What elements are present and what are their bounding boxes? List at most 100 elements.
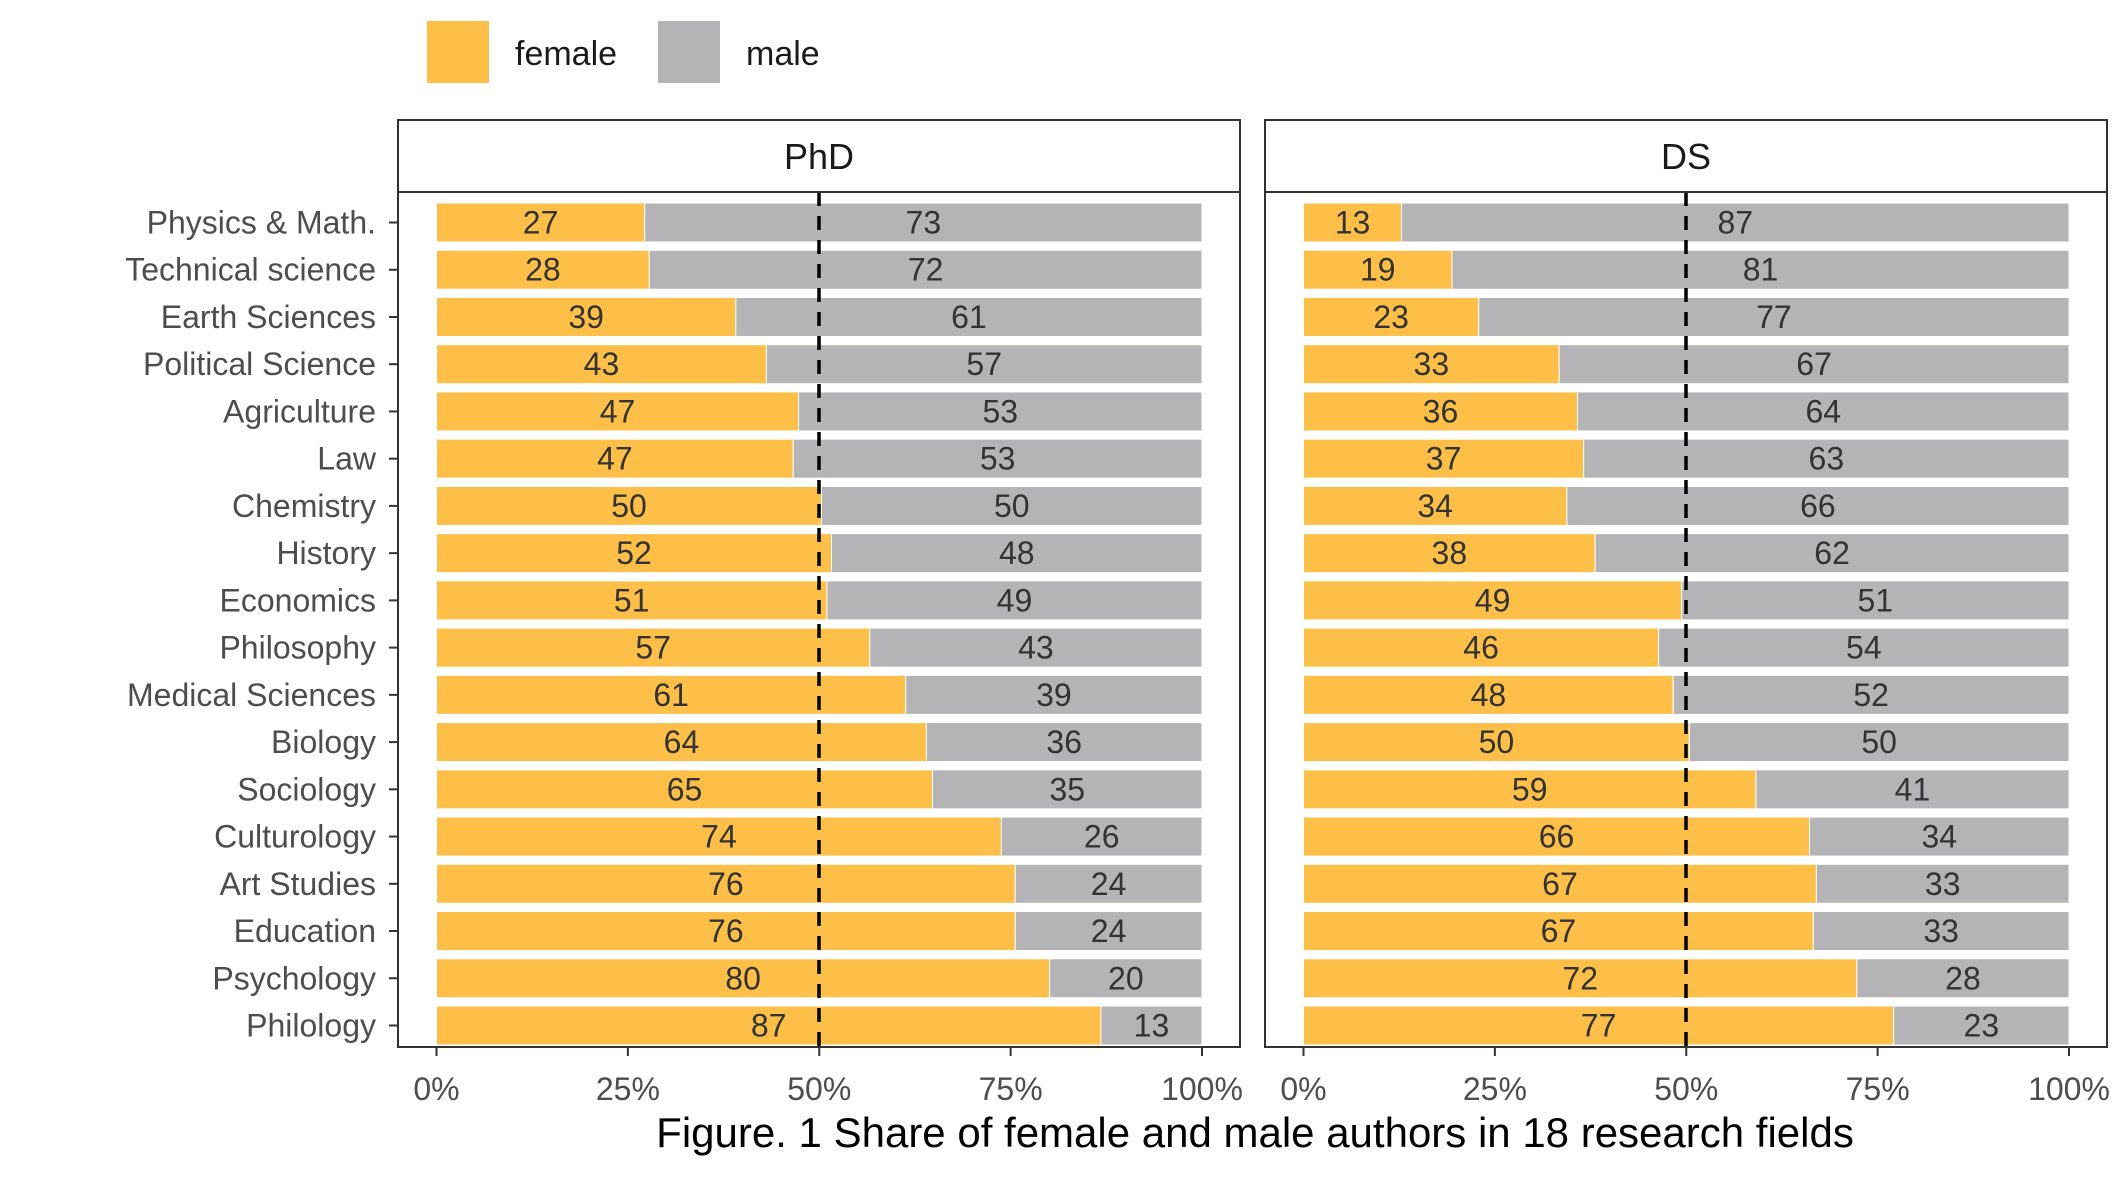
label-female-phd-philology: 87 xyxy=(751,1008,787,1044)
label-male-ds-technical-science: 81 xyxy=(1743,252,1779,288)
bar-male-ds-education xyxy=(1812,911,2070,952)
x-axis-ds: 0% 25% 50% 75% 100% xyxy=(1280,1047,2110,1107)
label-female-phd-medical-sciences: 61 xyxy=(653,677,689,713)
label-female-phd-economics: 51 xyxy=(614,582,650,618)
bar-female-ds-education xyxy=(1303,911,1814,952)
y-tick-label-chemistry: Chemistry xyxy=(232,488,376,524)
x-tick-label-ds-1: 25% xyxy=(1463,1071,1527,1107)
strip-phd xyxy=(397,119,1241,193)
y-tick-label-physics-math: Physics & Math. xyxy=(147,205,376,241)
legend-key-male xyxy=(658,21,720,83)
label-female-phd-chemistry: 50 xyxy=(611,488,647,524)
y-tick-label-culturology: Culturology xyxy=(214,819,376,855)
x-tick-label-phd-4: 100% xyxy=(1161,1071,1243,1107)
label-male-phd-economics: 49 xyxy=(997,582,1033,618)
label-male-ds-earth-sciences: 77 xyxy=(1756,299,1792,335)
y-tick-label-agriculture: Agriculture xyxy=(223,393,376,429)
label-female-ds-medical-sciences: 48 xyxy=(1471,677,1507,713)
bar-female-ds-art-studies xyxy=(1303,863,1817,904)
bar-female-phd-history xyxy=(436,533,832,574)
label-male-phd-sociology: 35 xyxy=(1049,771,1085,807)
label-male-phd-art-studies: 24 xyxy=(1091,866,1127,902)
y-tick-label-history: History xyxy=(276,535,376,571)
bar-female-phd-chemistry xyxy=(436,485,823,526)
x-tick-label-phd-1: 25% xyxy=(596,1071,660,1107)
label-male-ds-law: 63 xyxy=(1809,441,1845,477)
legend-key-female xyxy=(427,21,489,83)
label-female-ds-philosophy: 46 xyxy=(1463,630,1499,666)
label-female-ds-political-science: 33 xyxy=(1414,346,1450,382)
bar-male-ds-law xyxy=(1583,438,2070,479)
label-female-phd-art-studies: 76 xyxy=(708,866,744,902)
bar-female-ds-culturology xyxy=(1303,816,1810,857)
label-female-phd-education: 76 xyxy=(708,913,744,949)
label-male-phd-law: 53 xyxy=(980,441,1016,477)
legend-label-female: female xyxy=(515,35,617,73)
bar-male-ds-medical-sciences xyxy=(1672,674,2070,715)
bar-female-phd-culturology xyxy=(436,816,1002,857)
bar-male-phd-culturology xyxy=(1000,816,1203,857)
y-tick-label-art-studies: Art Studies xyxy=(219,866,376,902)
bar-female-ds-history xyxy=(1303,533,1596,574)
bar-male-phd-earth-sciences xyxy=(735,296,1203,337)
label-male-ds-physics-math: 87 xyxy=(1717,205,1753,241)
bar-male-ds-history xyxy=(1594,533,2070,574)
label-female-phd-psychology: 80 xyxy=(725,960,761,996)
bar-female-ds-philosophy xyxy=(1303,627,1660,668)
label-female-ds-psychology: 72 xyxy=(1562,960,1598,996)
bar-female-phd-earth-sciences xyxy=(436,296,737,337)
bar-male-ds-philosophy xyxy=(1658,627,2070,668)
bar-female-phd-physics-math xyxy=(436,202,646,243)
bar-female-phd-agriculture xyxy=(436,391,800,432)
label-male-ds-philology: 23 xyxy=(1964,1008,2000,1044)
y-tick-label-earth-sciences: Earth Sciences xyxy=(161,299,376,335)
bar-male-ds-sociology xyxy=(1755,769,2070,810)
x-tick-label-phd-3: 75% xyxy=(979,1071,1043,1107)
label-female-ds-biology: 50 xyxy=(1479,724,1515,760)
label-male-ds-philosophy: 54 xyxy=(1846,630,1882,666)
label-female-ds-chemistry: 34 xyxy=(1417,488,1453,524)
label-female-ds-philology: 77 xyxy=(1581,1008,1617,1044)
strip-title-phd: PhD xyxy=(784,136,854,177)
bar-male-ds-earth-sciences xyxy=(1478,296,2070,337)
label-female-ds-economics: 49 xyxy=(1475,582,1511,618)
label-female-phd-political-science: 43 xyxy=(584,346,620,382)
bar-female-ds-political-science xyxy=(1303,344,1560,385)
x-tick-label-phd-0: 0% xyxy=(413,1071,459,1107)
label-female-ds-history: 38 xyxy=(1432,535,1468,571)
label-female-ds-physics-math: 13 xyxy=(1335,205,1371,241)
bar-male-ds-technical-science xyxy=(1451,249,2070,290)
bar-male-phd-agriculture xyxy=(798,391,1203,432)
bar-male-ds-chemistry xyxy=(1566,485,2070,526)
bar-male-phd-philology xyxy=(1100,1005,1203,1046)
label-male-ds-history: 62 xyxy=(1814,535,1850,571)
label-female-phd-culturology: 74 xyxy=(701,819,737,855)
label-male-phd-philology: 13 xyxy=(1134,1008,1170,1044)
bar-male-ds-agriculture xyxy=(1577,391,2070,432)
y-tick-label-medical-sciences: Medical Sciences xyxy=(127,677,376,713)
bar-male-ds-biology xyxy=(1688,722,2070,763)
label-male-phd-psychology: 20 xyxy=(1108,960,1144,996)
label-male-ds-chemistry: 66 xyxy=(1800,488,1836,524)
bar-male-phd-philosophy xyxy=(869,627,1203,668)
bar-female-ds-medical-sciences xyxy=(1303,674,1674,715)
bar-male-phd-biology xyxy=(925,722,1203,763)
bars-phd: 27 73 28 72 39 61 43 57 47 53 47 53 50 50 52 48 51 49 57 43… xyxy=(436,202,1203,1046)
label-male-ds-art-studies: 33 xyxy=(1925,866,1961,902)
label-female-ds-education: 67 xyxy=(1541,913,1577,949)
bar-female-phd-philosophy xyxy=(436,627,871,668)
bar-male-phd-technical-science xyxy=(648,249,1203,290)
bar-male-phd-law xyxy=(792,438,1203,479)
bar-female-ds-chemistry xyxy=(1303,485,1568,526)
bar-male-phd-chemistry xyxy=(821,485,1203,526)
label-female-ds-sociology: 59 xyxy=(1512,771,1548,807)
label-male-ds-sociology: 41 xyxy=(1895,771,1931,807)
x-tick-label-ds-0: 0% xyxy=(1280,1071,1326,1107)
y-tick-label-biology: Biology xyxy=(271,724,376,760)
bar-male-phd-history xyxy=(830,533,1203,574)
panel-phd: PhD 27 73 28 72 39 61 43 57 47 53 47 53 50 50 52 48 51 49… xyxy=(397,119,1243,1107)
label-female-phd-biology: 64 xyxy=(664,724,700,760)
bar-female-ds-biology xyxy=(1303,722,1690,763)
y-tick-label-sociology: Sociology xyxy=(237,771,376,807)
